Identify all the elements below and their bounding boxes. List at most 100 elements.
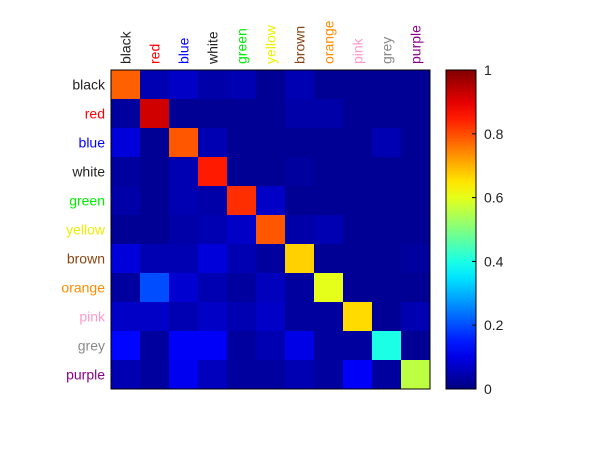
heatmap-cell-grey-black (111, 331, 141, 361)
heatmap-cell-purple-orange (314, 360, 344, 390)
column-label-green: green (234, 28, 250, 64)
heatmap-cell-blue-green (227, 128, 257, 158)
heatmap-cell-purple-red (140, 360, 170, 390)
column-label-blue: blue (176, 37, 192, 64)
heatmap-cell-purple-grey (372, 360, 402, 390)
heatmap-cell-black-yellow (256, 70, 286, 100)
heatmap-cell-green-black (111, 186, 141, 216)
heatmap-cell-grey-white (198, 331, 228, 361)
row-label-blue: blue (79, 135, 106, 151)
colorbar-tick-label: 0.8 (484, 126, 504, 142)
heatmap-cell-orange-green (227, 273, 257, 303)
heatmap-cell-orange-orange (314, 273, 344, 303)
heatmap-cell-orange-brown (285, 273, 315, 303)
heatmap-cell-black-grey (372, 70, 402, 100)
row-label-black: black (72, 77, 106, 93)
heatmap-cell-yellow-brown (285, 215, 315, 245)
heatmap-cell-red-black (111, 99, 141, 129)
heatmap-cell-pink-red (140, 302, 170, 332)
heatmap-cell-brown-red (140, 244, 170, 274)
heatmap-cell-blue-black (111, 128, 141, 158)
heatmap-cell-white-yellow (256, 157, 286, 187)
heatmap-cell-green-purple (401, 186, 431, 216)
heatmap-cell-grey-grey (372, 331, 402, 361)
heatmap-cell-green-white (198, 186, 228, 216)
heatmap-frame (110, 69, 431, 390)
heatmap-cell-red-grey (372, 99, 402, 129)
heatmap-cell-blue-yellow (256, 128, 286, 158)
heatmap-cell-white-green (227, 157, 257, 187)
column-label-pink: pink (350, 37, 366, 64)
heatmap-cell-pink-white (198, 302, 228, 332)
heatmap-cell-black-pink (343, 70, 373, 100)
column-label-white: white (205, 31, 221, 65)
heatmap-cell-grey-pink (343, 331, 373, 361)
heatmap-cell-yellow-blue (169, 215, 199, 245)
heatmap-cell-green-yellow (256, 186, 286, 216)
heatmap-cell-blue-brown (285, 128, 315, 158)
heatmap-cell-pink-black (111, 302, 141, 332)
colorbar-tick-label: 0 (484, 381, 492, 397)
column-label-brown: brown (292, 26, 308, 64)
heatmap-cell-grey-green (227, 331, 257, 361)
heatmap-cell-yellow-grey (372, 215, 402, 245)
heatmap-cell-grey-blue (169, 331, 199, 361)
heatmap-cell-white-red (140, 157, 170, 187)
heatmap-cell-yellow-black (111, 215, 141, 245)
colorbar-tick-label: 0.2 (484, 317, 504, 333)
row-label-brown: brown (67, 251, 105, 267)
heatmap-cell-green-grey (372, 186, 402, 216)
heatmap-cell-black-black (111, 70, 141, 100)
heatmap-cell-blue-pink (343, 128, 373, 158)
heatmap-cell-orange-pink (343, 273, 373, 303)
heatmap-cell-purple-yellow (256, 360, 286, 390)
column-labels: black red blue white green yellow brown orange p… (118, 20, 424, 65)
column-label-orange: orange (321, 20, 337, 64)
heatmap-cell-blue-white (198, 128, 228, 158)
colorbar-frame (445, 69, 477, 390)
heatmap-cell-brown-purple (401, 244, 431, 274)
heatmap-cell-white-purple (401, 157, 431, 187)
heatmap-cell-white-blue (169, 157, 199, 187)
heatmap-cell-brown-orange (314, 244, 344, 274)
heatmap-cell-blue-purple (401, 128, 431, 158)
column-label-black: black (118, 30, 134, 64)
heatmap-cell-green-orange (314, 186, 344, 216)
colorbar-tick-label: 0.4 (484, 253, 504, 269)
heatmap-cell-yellow-purple (401, 215, 431, 245)
heatmap-cell-grey-purple (401, 331, 431, 361)
heatmap-cell-orange-grey (372, 273, 402, 303)
row-labels: black red blue white green yellow brown orange p… (61, 77, 106, 383)
heatmap-cell-yellow-yellow (256, 215, 286, 245)
heatmap-cell-pink-orange (314, 302, 344, 332)
colorbar-tick-label: 0.6 (484, 190, 504, 206)
heatmap-cell-grey-orange (314, 331, 344, 361)
heatmap-cell-orange-black (111, 273, 141, 303)
row-label-yellow: yellow (66, 222, 106, 238)
column-label-purple: purple (408, 25, 424, 64)
heatmap-cell-purple-white (198, 360, 228, 390)
heatmap-cell-purple-black (111, 360, 141, 390)
heatmap-cell-pink-purple (401, 302, 431, 332)
heatmap-cell-purple-green (227, 360, 257, 390)
heatmap-cell-yellow-red (140, 215, 170, 245)
heatmap-cell-red-pink (343, 99, 373, 129)
row-label-red: red (85, 106, 105, 122)
heatmap-cell-brown-yellow (256, 244, 286, 274)
heatmap-cell-black-brown (285, 70, 315, 100)
row-label-grey: grey (78, 338, 105, 354)
heatmap-cell-yellow-green (227, 215, 257, 245)
row-label-purple: purple (66, 367, 105, 383)
heatmap-cell-brown-grey (372, 244, 402, 274)
heatmap-cell-red-yellow (256, 99, 286, 129)
heatmap-cell-orange-yellow (256, 273, 286, 303)
column-label-yellow: yellow (263, 24, 279, 64)
heatmap-cell-grey-yellow (256, 331, 286, 361)
column-label-grey: grey (379, 37, 395, 64)
heatmap-cell-orange-white (198, 273, 228, 303)
heatmap-cell-orange-red (140, 273, 170, 303)
heatmap-cell-brown-pink (343, 244, 373, 274)
heatmap-cell-grey-brown (285, 331, 315, 361)
heatmap-cell-red-purple (401, 99, 431, 129)
heatmap-cells (111, 70, 431, 390)
